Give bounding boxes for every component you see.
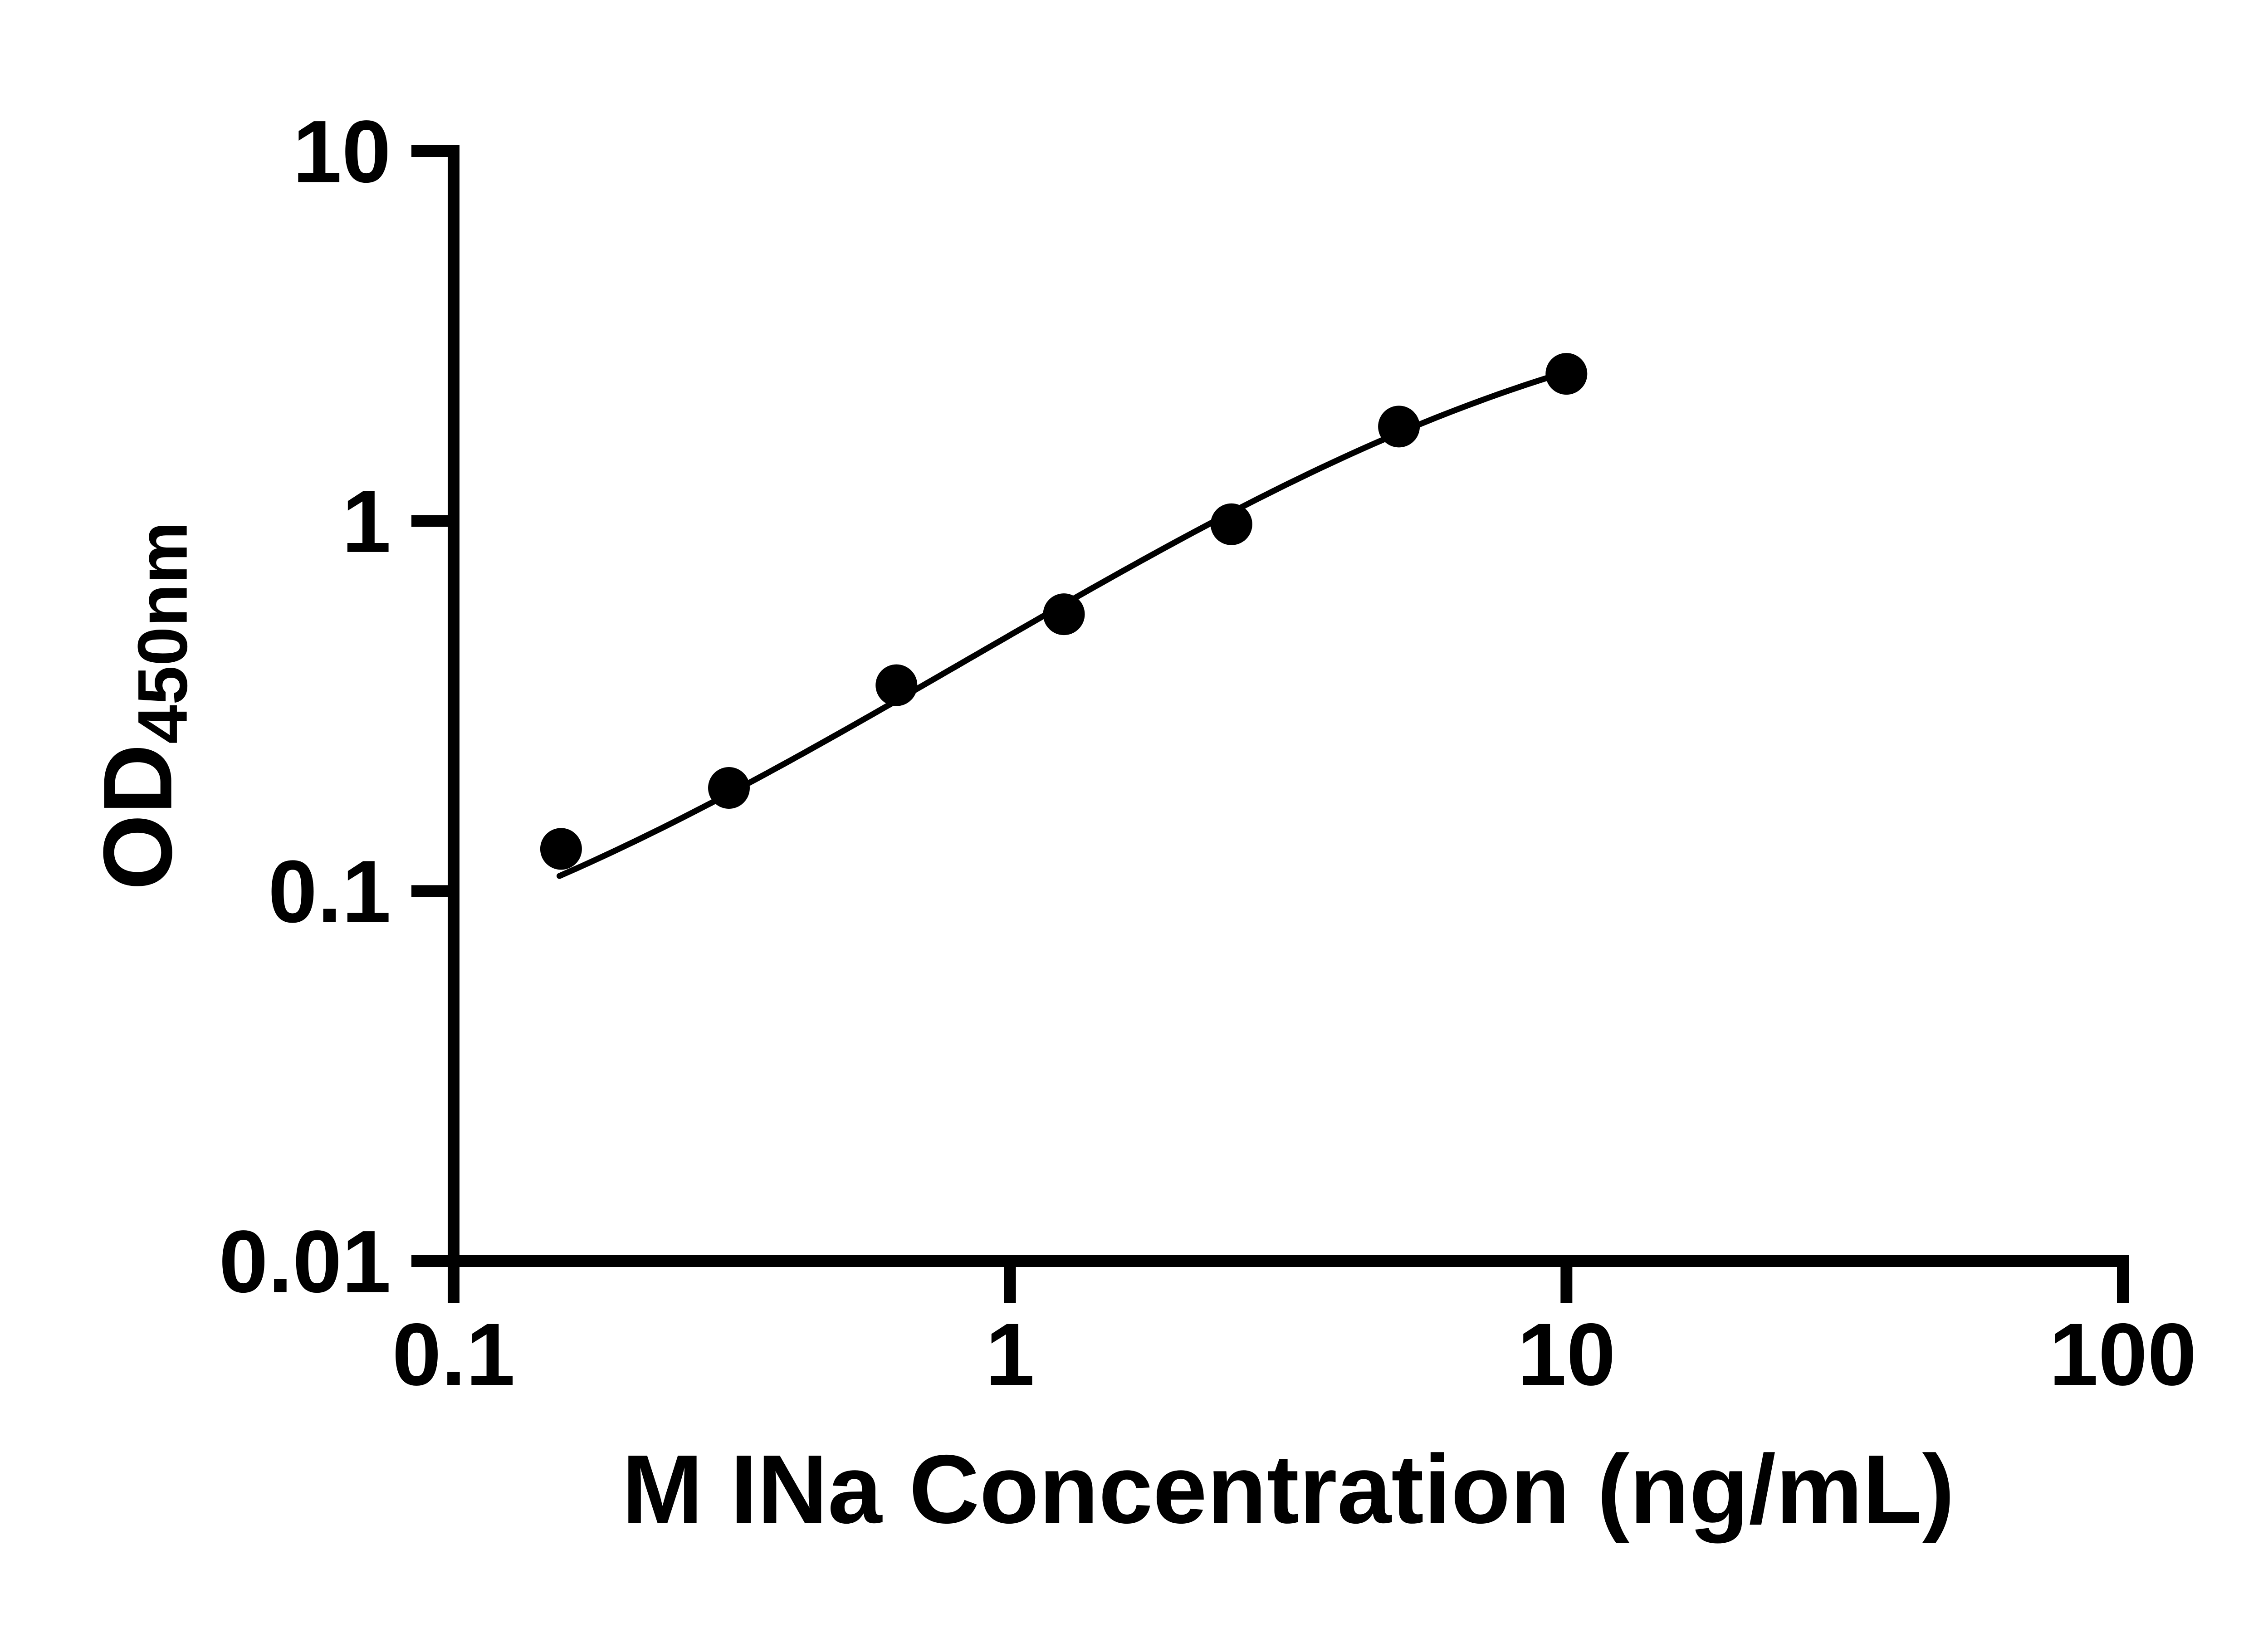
data-point	[540, 828, 582, 870]
x-tick-label: 100	[2049, 1305, 2196, 1404]
data-point	[1043, 593, 1085, 636]
y-tick-label: 1	[342, 472, 391, 571]
y-tick-label: 0.01	[219, 1212, 391, 1311]
data-point	[875, 664, 918, 706]
x-tick-label: 0.1	[392, 1305, 515, 1404]
y-axis-title: OD450nm	[83, 522, 202, 890]
y-axis-title-text: OD	[83, 743, 192, 890]
y-tick-label: 0.1	[268, 842, 391, 941]
data-point	[1378, 406, 1420, 448]
x-axis-title: M INa Concentration (ng/mL)	[621, 1434, 1955, 1544]
data-point	[1545, 353, 1588, 395]
x-tick-label: 1	[985, 1305, 1034, 1404]
y-axis-title-subscript: 450nm	[123, 521, 202, 744]
x-tick-label: 10	[1517, 1305, 1616, 1404]
data-point	[1210, 503, 1252, 545]
y-tick-label: 10	[293, 102, 391, 201]
data-point	[708, 767, 750, 809]
